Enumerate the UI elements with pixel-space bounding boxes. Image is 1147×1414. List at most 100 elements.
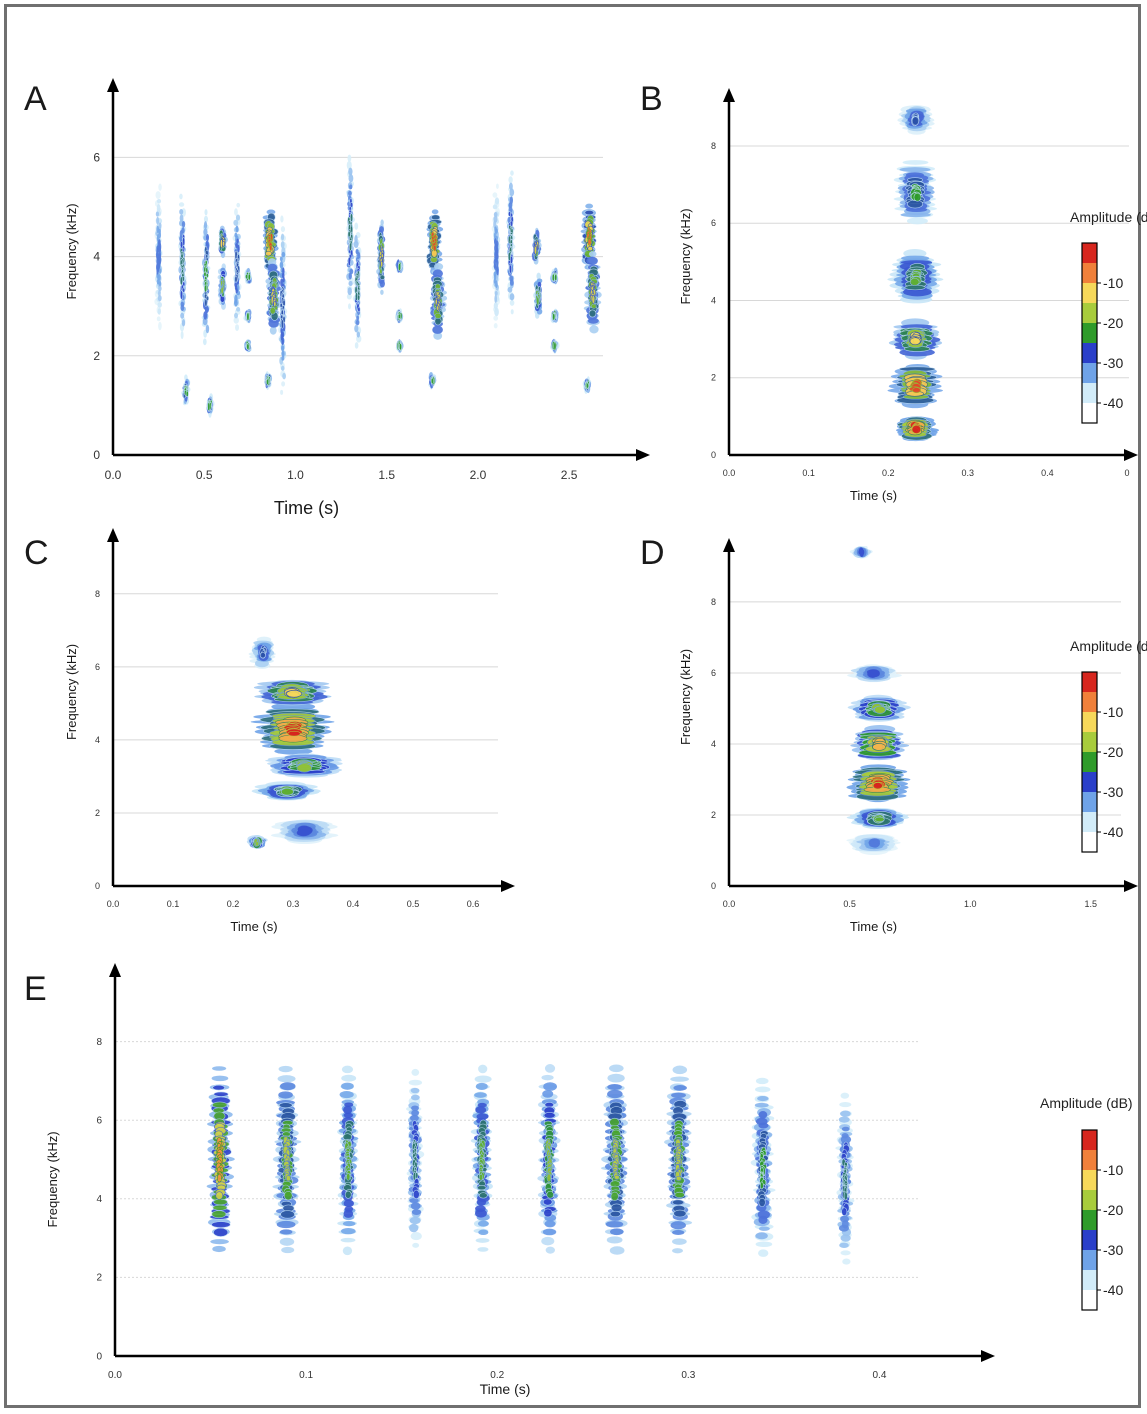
energy-contour <box>860 549 864 557</box>
x-tick-label: 0.1 <box>299 1370 313 1381</box>
energy-contour <box>344 1102 354 1108</box>
colorbar-swatch <box>1082 1190 1097 1210</box>
energy-contour <box>672 1238 687 1245</box>
colorbar-swatch <box>1082 832 1097 852</box>
energy-contour <box>279 1229 293 1235</box>
energy-contour <box>841 1207 848 1216</box>
energy-contour <box>493 273 497 281</box>
energy-contour <box>347 256 351 267</box>
energy-patch <box>847 694 911 722</box>
energy-contour <box>344 1190 352 1199</box>
x-tick-label: 0.2 <box>490 1370 504 1381</box>
energy-contour <box>341 1065 354 1074</box>
energy-contour <box>246 312 250 321</box>
energy-contour <box>280 319 284 329</box>
energy-contour <box>509 299 515 306</box>
energy-contour <box>508 201 513 209</box>
y-tick-label: 8 <box>711 597 716 607</box>
energy-contour <box>245 274 249 280</box>
energy-patch <box>846 764 911 803</box>
energy-patch <box>265 258 283 335</box>
energy-contour <box>398 313 402 319</box>
energy-contour <box>899 167 931 173</box>
x-axis-title: Time (s) <box>274 498 339 518</box>
energy-patch <box>352 222 362 349</box>
energy-patch <box>154 183 163 331</box>
energy-contour <box>213 1091 229 1097</box>
energy-patch <box>491 183 501 329</box>
energy-contour <box>492 204 498 210</box>
x-tick-label: 0.5 <box>196 468 213 482</box>
colorbar-swatch <box>1082 812 1097 832</box>
energy-contour <box>348 280 353 287</box>
energy-patch <box>232 202 242 331</box>
energy-contour <box>157 308 161 315</box>
energy-contour <box>279 260 284 270</box>
energy-contour <box>179 214 184 222</box>
x-axis-title: Time (s) <box>480 1381 531 1397</box>
colorbar-tick-label: -30 <box>1103 355 1123 371</box>
energy-patch <box>272 1065 302 1254</box>
energy-contour <box>609 1246 625 1255</box>
energy-contour <box>900 212 931 218</box>
energy-contour <box>181 220 186 228</box>
energy-patch <box>887 363 943 409</box>
energy-contour <box>546 1190 554 1199</box>
energy-contour <box>542 1228 557 1236</box>
energy-contour <box>909 337 921 346</box>
energy-contour <box>758 1226 770 1231</box>
energy-contour <box>203 311 208 320</box>
energy-patch <box>426 209 444 276</box>
colorbar-tick-label: -10 <box>1103 275 1123 291</box>
energy-contour <box>356 315 360 321</box>
energy-patch <box>849 546 873 559</box>
y-tick-label: 4 <box>96 1194 102 1205</box>
energy-contour <box>280 241 285 249</box>
x-axis-arrowhead <box>1124 449 1138 461</box>
energy-contour <box>904 284 926 291</box>
y-axis-arrowhead <box>723 538 735 552</box>
energy-contour <box>379 274 385 280</box>
energy-contour <box>282 276 285 283</box>
energy-contour <box>670 1221 686 1230</box>
energy-contour <box>869 842 880 848</box>
y-tick-label: 6 <box>711 668 716 678</box>
energy-contour <box>210 1239 229 1245</box>
energy-contour <box>475 1082 488 1090</box>
energy-contour <box>280 226 286 233</box>
energy-contour <box>348 167 353 176</box>
energy-patch <box>394 308 404 324</box>
energy-contour <box>281 350 285 357</box>
colorbar-tick-label: -30 <box>1103 1242 1123 1258</box>
energy-contour <box>211 1075 229 1082</box>
energy-patch <box>893 160 938 225</box>
energy-contour <box>905 207 928 213</box>
energy-patch <box>395 339 404 353</box>
energy-patch <box>846 807 910 829</box>
energy-contour <box>343 1209 354 1218</box>
energy-contour <box>157 301 162 308</box>
colorbar-swatch <box>1082 1210 1097 1230</box>
energy-patch <box>580 203 597 270</box>
energy-contour <box>280 233 285 241</box>
energy-patch <box>470 1064 493 1252</box>
colorbar-swatch <box>1082 792 1097 812</box>
energy-contour <box>296 829 311 837</box>
energy-contour <box>755 1241 773 1248</box>
x-tick-label: 0.4 <box>1041 468 1054 478</box>
energy-contour <box>493 259 496 265</box>
energy-contour <box>411 1105 419 1111</box>
energy-contour <box>278 1091 293 1099</box>
energy-contour <box>536 272 541 280</box>
energy-contour <box>758 1122 769 1129</box>
energy-contour <box>357 252 361 259</box>
x-axis-arrowhead <box>501 880 515 892</box>
energy-patch <box>217 263 228 310</box>
x-tick-label: 0.0 <box>105 468 122 482</box>
energy-contour <box>478 1229 489 1236</box>
energy-contour <box>671 1092 686 1098</box>
energy-contour <box>552 313 556 321</box>
energy-contour <box>156 204 161 213</box>
energy-patch <box>505 170 516 315</box>
